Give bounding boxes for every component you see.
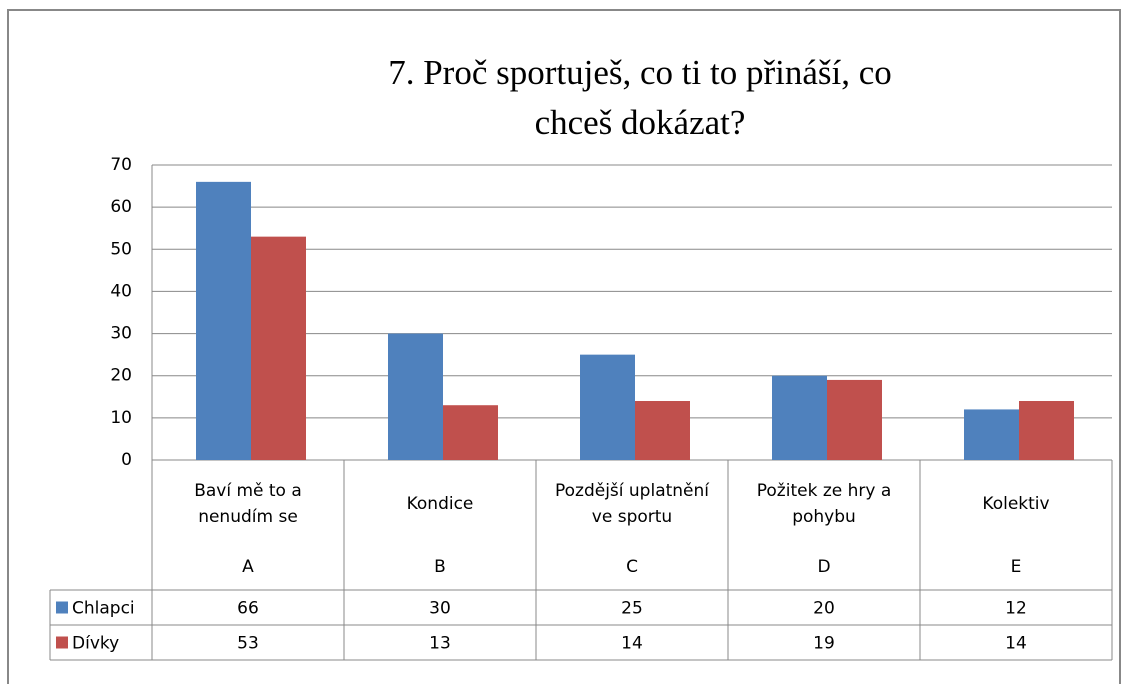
table-value: 66 xyxy=(237,599,259,619)
chart-border xyxy=(7,9,1121,684)
bar xyxy=(580,354,635,460)
category-code: A xyxy=(242,557,254,577)
table-value: 30 xyxy=(429,599,451,619)
table-value: 14 xyxy=(621,634,643,654)
y-tick-label: 10 xyxy=(110,408,132,428)
y-tick-label: 40 xyxy=(110,281,132,301)
legend-label: Chlapci xyxy=(72,599,135,619)
bar xyxy=(635,401,690,460)
category-box: Kolektiv xyxy=(982,494,1050,514)
y-tick-label: 0 xyxy=(121,450,132,470)
bar xyxy=(443,405,498,460)
bar xyxy=(964,409,1019,460)
bar xyxy=(772,375,827,460)
table-value: 53 xyxy=(237,634,259,654)
legend-label: Dívky xyxy=(72,634,119,654)
category-box: Kondice xyxy=(406,494,474,514)
x-tick-label: Požitek ze hry a pohybu xyxy=(756,481,892,527)
x-tick-label: Baví mě to a nenudím se xyxy=(194,481,302,527)
bar xyxy=(251,236,306,460)
bar xyxy=(196,181,251,460)
y-tick-label: 60 xyxy=(110,197,132,217)
category-box: Pozdější uplatnění ve sportu xyxy=(554,481,710,527)
y-tick-label: 70 xyxy=(110,155,132,175)
chart-title: 7. Proč sportuješ, co ti to přináší, co … xyxy=(388,53,892,142)
x-tick-label: Kolektiv xyxy=(982,494,1050,514)
category-code: B xyxy=(434,557,446,577)
y-tick-label: 50 xyxy=(110,239,132,259)
bar xyxy=(827,379,882,460)
table-value: 14 xyxy=(1005,634,1027,654)
category-box: Baví mě to a nenudím se xyxy=(194,481,302,527)
table-value: 13 xyxy=(429,634,451,654)
y-tick-label: 20 xyxy=(110,366,132,386)
table-value: 25 xyxy=(621,599,643,619)
table-value: 20 xyxy=(813,599,835,619)
legend-key xyxy=(56,601,68,614)
category-code: E xyxy=(1011,557,1022,577)
x-tick-label: Pozdější uplatnění ve sportu xyxy=(554,481,710,527)
bar xyxy=(388,333,443,460)
legend-key xyxy=(56,636,68,649)
y-tick-label: 30 xyxy=(110,324,132,344)
category-code: D xyxy=(817,557,830,577)
title-box: 7. Proč sportuješ, co ti to přináší, co … xyxy=(388,53,892,142)
x-tick-label: Kondice xyxy=(406,494,474,514)
category-code: C xyxy=(626,557,638,577)
category-box: Požitek ze hry a pohybu xyxy=(756,481,892,527)
table-value: 19 xyxy=(813,634,835,654)
bar xyxy=(1019,401,1074,460)
table-value: 12 xyxy=(1005,599,1027,619)
